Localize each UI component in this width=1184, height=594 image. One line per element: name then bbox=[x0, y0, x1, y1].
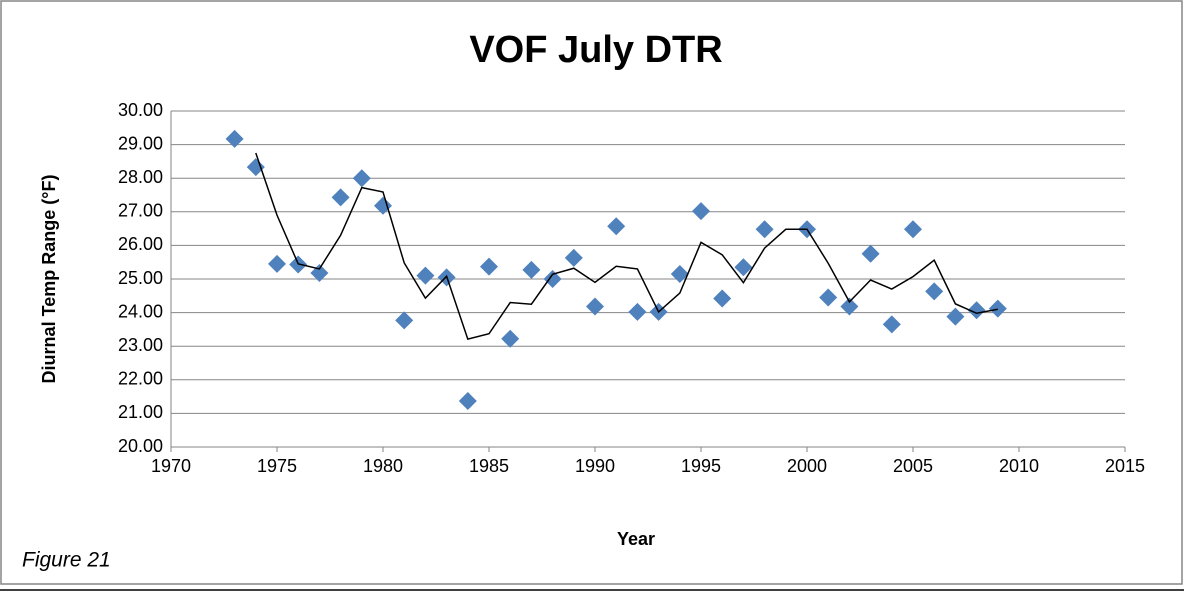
data-point bbox=[734, 258, 753, 277]
data-point bbox=[395, 311, 414, 330]
y-tick-label: 22.00 bbox=[118, 369, 163, 389]
y-tick-label: 20.00 bbox=[118, 436, 163, 456]
x-tick-label: 2010 bbox=[999, 456, 1039, 476]
y-tick-label: 29.00 bbox=[118, 133, 163, 153]
data-point bbox=[564, 248, 583, 267]
data-point bbox=[988, 299, 1007, 318]
data-point bbox=[543, 270, 562, 288]
x-tick-label: 1975 bbox=[257, 456, 297, 476]
data-point bbox=[946, 307, 965, 326]
data-point bbox=[225, 129, 244, 148]
data-point bbox=[480, 257, 498, 276]
data-point bbox=[628, 302, 647, 321]
data-point bbox=[331, 188, 350, 207]
x-axis-label: Year bbox=[617, 529, 655, 549]
x-tick-label: 2015 bbox=[1105, 456, 1145, 476]
y-tick-label: 24.00 bbox=[118, 301, 163, 321]
data-point bbox=[586, 297, 604, 316]
data-point bbox=[755, 220, 774, 239]
data-point bbox=[458, 391, 477, 410]
data-point bbox=[246, 158, 265, 177]
y-tick-label: 23.00 bbox=[118, 335, 163, 355]
y-tick-label: 28.00 bbox=[118, 167, 163, 187]
x-tick-label: 1970 bbox=[151, 456, 191, 476]
y-tick-label: 25.00 bbox=[118, 268, 163, 288]
data-point bbox=[713, 289, 732, 308]
x-tick-label: 1990 bbox=[575, 456, 615, 476]
y-tick-label: 26.00 bbox=[118, 234, 163, 254]
data-point bbox=[819, 288, 838, 307]
x-tick-label: 1980 bbox=[363, 456, 403, 476]
data-point bbox=[882, 315, 901, 334]
caption: Figure 21 bbox=[22, 549, 111, 572]
y-tick-label: 27.00 bbox=[118, 201, 163, 221]
data-point bbox=[670, 264, 689, 283]
data-point bbox=[416, 266, 435, 285]
y-tick-label: 21.00 bbox=[118, 402, 163, 422]
x-tick-label: 1985 bbox=[469, 456, 509, 476]
chart-title: VOF July DTR bbox=[469, 29, 722, 71]
data-point bbox=[692, 202, 710, 221]
data-point bbox=[352, 169, 371, 188]
data-point bbox=[904, 220, 922, 239]
moving-average-line bbox=[255, 152, 998, 341]
x-tick-label: 2000 bbox=[787, 456, 827, 476]
data-point bbox=[607, 217, 626, 236]
x-tick-label: 2005 bbox=[893, 456, 933, 476]
data-point bbox=[522, 260, 541, 279]
data-point bbox=[840, 297, 859, 316]
data-point bbox=[861, 244, 880, 263]
data-point bbox=[268, 254, 286, 273]
x-tick-label: 1995 bbox=[681, 456, 721, 476]
data-point bbox=[967, 301, 986, 320]
y-axis-label: Diurnal Temp Range (°F) bbox=[39, 175, 59, 384]
y-tick-label: 30.00 bbox=[118, 100, 163, 120]
data-point bbox=[501, 329, 520, 348]
data-point bbox=[925, 282, 944, 301]
data-point bbox=[374, 196, 392, 215]
